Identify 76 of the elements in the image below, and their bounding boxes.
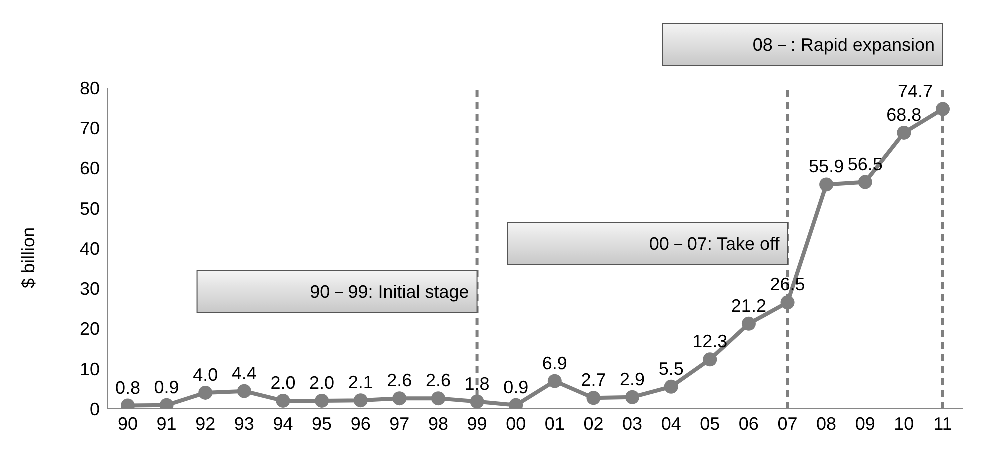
point (315, 394, 330, 408)
point (548, 374, 562, 388)
point (626, 390, 640, 404)
data-label: 2.7 (581, 370, 606, 390)
y-tick-label: 30 (80, 279, 100, 300)
data-label: 55.9 (809, 156, 844, 177)
point (198, 386, 213, 400)
x-tick-label: 03 (622, 414, 643, 434)
data-label: 0.9 (154, 377, 180, 398)
x-tick-label: 98 (428, 414, 448, 434)
x-tick-label: 10 (894, 414, 914, 434)
x-tick-label: 09 (855, 414, 876, 434)
x-tick-label: 07 (778, 414, 798, 434)
data-label: 12.3 (692, 332, 728, 352)
point (354, 394, 368, 408)
data-label: 2.6 (387, 370, 412, 391)
ref-line-label: 90－99: Initial stage (310, 282, 470, 302)
x-tick-label: 04 (661, 414, 682, 434)
data-label: 4.0 (193, 364, 218, 385)
point (664, 380, 678, 394)
y-tick-label: 10 (80, 359, 100, 380)
y-tick-label: 70 (80, 118, 100, 139)
data-label: 26.5 (770, 274, 806, 295)
x-tick-label: 92 (196, 414, 216, 434)
x-tick-label: 99 (467, 414, 488, 434)
data-label: 2.9 (620, 369, 646, 390)
point (742, 316, 756, 331)
x-tick-label: 01 (544, 414, 565, 434)
y-tick-label: 60 (80, 158, 100, 179)
point (780, 296, 795, 310)
x-tick-label: 05 (700, 414, 720, 434)
x-tick-label: 02 (584, 414, 604, 434)
y-tick-label: 40 (80, 238, 100, 259)
data-label: 21.2 (731, 296, 766, 316)
point (703, 352, 718, 367)
data-label: 6.9 (542, 353, 568, 374)
x-tick-label: 96 (350, 414, 371, 434)
point (936, 102, 950, 116)
data-label: 68.8 (886, 104, 922, 125)
y-axis-title: $ billion (18, 227, 38, 288)
ref-line-label: 00－07: Take off (649, 234, 781, 254)
data-label: 1.8 (464, 374, 490, 394)
y-tick-label: 80 (80, 78, 100, 98)
y-tick-label: 0 (90, 399, 100, 420)
x-tick-label: 90 (118, 414, 138, 434)
x-tick-label: 94 (273, 414, 294, 434)
point (586, 391, 601, 406)
ref-line-label: 08－: Rapid expansion (752, 34, 935, 55)
x-tick-label: 00 (506, 414, 526, 434)
y-tick-label: 20 (80, 319, 100, 340)
data-label: 2.0 (270, 372, 296, 393)
data-label: 0.8 (115, 378, 141, 398)
point (858, 175, 872, 190)
point (470, 394, 484, 409)
data-label: 0.9 (504, 377, 529, 398)
point (237, 384, 252, 398)
x-tick-label: 95 (312, 414, 332, 434)
point (431, 392, 446, 406)
data-label: 4.4 (232, 363, 257, 384)
data-label: 2.6 (426, 370, 451, 391)
x-tick-label: 97 (390, 414, 410, 434)
x-tick-label: 06 (738, 414, 759, 434)
x-tick-label: 93 (234, 414, 254, 434)
data-label: 5.5 (658, 358, 684, 379)
y-tick-label: 50 (80, 198, 100, 219)
point (276, 394, 290, 408)
data-label: 2.1 (348, 372, 374, 393)
x-tick-label: 91 (156, 414, 177, 434)
data-label: 74.7 (898, 81, 933, 102)
point (897, 126, 912, 140)
x-tick-label: 08 (816, 414, 837, 434)
point (820, 178, 834, 192)
data-label: 2.0 (310, 372, 335, 393)
x-tick-label: 11 (934, 414, 952, 434)
point (392, 392, 407, 406)
data-label: 56.5 (848, 154, 883, 174)
